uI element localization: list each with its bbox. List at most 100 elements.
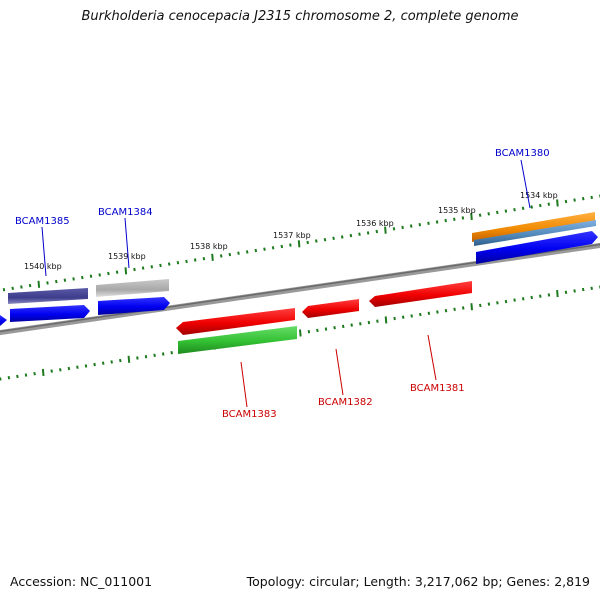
minor-tick bbox=[271, 246, 275, 250]
minor-tick bbox=[436, 310, 439, 314]
minor-tick bbox=[67, 366, 71, 371]
minor-tick bbox=[141, 266, 145, 270]
gene-bcam1381[interactable] bbox=[369, 281, 472, 307]
minor-tick bbox=[427, 221, 430, 225]
minor-tick bbox=[435, 220, 439, 224]
minor-tick bbox=[55, 279, 58, 284]
minor-tick bbox=[409, 224, 413, 228]
minor-tick bbox=[521, 297, 525, 301]
minor-tick bbox=[358, 232, 361, 236]
major-tick bbox=[127, 355, 131, 363]
minor-tick bbox=[24, 373, 28, 377]
minor-tick bbox=[150, 265, 154, 269]
label-bcam1383: BCAM1383 bbox=[222, 409, 277, 420]
gene-bcam1384[interactable] bbox=[96, 279, 169, 297]
minor-tick bbox=[245, 250, 249, 254]
gene-blue-right[interactable] bbox=[476, 231, 598, 264]
minor-tick bbox=[167, 262, 171, 266]
label-bcam1380: BCAM1380 bbox=[495, 148, 550, 159]
minor-tick bbox=[16, 374, 19, 379]
scale-label-1535: 1535 kbp bbox=[438, 206, 476, 215]
minor-tick bbox=[349, 233, 353, 238]
gene-bcam1385[interactable] bbox=[8, 288, 88, 304]
minor-tick bbox=[444, 218, 447, 223]
minor-tick bbox=[263, 247, 266, 251]
gene-blue-edge[interactable] bbox=[0, 315, 7, 327]
minor-tick bbox=[84, 364, 88, 368]
minor-tick bbox=[341, 324, 345, 329]
minor-tick bbox=[0, 377, 2, 381]
minor-tick bbox=[410, 314, 413, 318]
minor-tick bbox=[479, 303, 482, 308]
minor-tick bbox=[2, 288, 6, 292]
minor-tick bbox=[340, 235, 344, 239]
minor-tick bbox=[461, 216, 465, 220]
minor-tick bbox=[7, 376, 11, 380]
callout-bcam1382 bbox=[335, 348, 344, 396]
minor-tick bbox=[513, 298, 516, 302]
minor-tick bbox=[101, 361, 105, 365]
scale-label-1540: 1540 kbp bbox=[24, 262, 62, 271]
minor-tick bbox=[350, 323, 353, 327]
scale-label-1539: 1539 kbp bbox=[108, 252, 146, 261]
gene-bcam1380[interactable] bbox=[472, 212, 595, 242]
minor-tick bbox=[487, 212, 490, 216]
gene-bcam1383[interactable] bbox=[176, 308, 295, 335]
minor-tick bbox=[564, 290, 568, 294]
minor-tick bbox=[573, 289, 576, 293]
minor-tick bbox=[376, 319, 379, 323]
minor-tick bbox=[444, 309, 448, 313]
minor-tick bbox=[504, 209, 508, 213]
minor-tick bbox=[581, 197, 585, 201]
minor-tick bbox=[280, 244, 284, 249]
callout-bcam1385 bbox=[41, 226, 47, 277]
minor-tick bbox=[453, 307, 456, 311]
minor-tick bbox=[366, 231, 370, 235]
minor-tick bbox=[193, 258, 197, 262]
minor-tick bbox=[133, 267, 136, 272]
genome-summary-text: Topology: circular; Length: 3,217,062 bp… bbox=[246, 574, 590, 589]
major-tick bbox=[297, 240, 301, 248]
minor-tick bbox=[289, 243, 292, 247]
minor-tick bbox=[530, 295, 533, 300]
minor-tick bbox=[513, 208, 516, 212]
minor-tick bbox=[367, 320, 371, 325]
minor-tick bbox=[315, 239, 318, 243]
accession-text: Accession: NC_011001 bbox=[10, 574, 153, 589]
minor-tick bbox=[89, 274, 93, 278]
minor-tick bbox=[153, 353, 156, 357]
minor-tick bbox=[332, 236, 335, 240]
minor-tick bbox=[110, 360, 113, 364]
minor-tick bbox=[237, 251, 240, 255]
minor-tick bbox=[461, 306, 465, 310]
minor-tick bbox=[530, 205, 533, 209]
minor-tick bbox=[185, 259, 188, 264]
minor-tick bbox=[333, 326, 336, 330]
label-bcam1382: BCAM1382 bbox=[318, 397, 373, 408]
gene-blue-left[interactable] bbox=[10, 305, 90, 322]
minor-tick bbox=[504, 299, 508, 304]
minor-tick bbox=[539, 294, 542, 298]
label-bcam1385: BCAM1385 bbox=[15, 216, 70, 227]
major-tick bbox=[384, 226, 387, 234]
gene-bcam1382[interactable] bbox=[302, 299, 359, 318]
minor-tick bbox=[219, 254, 223, 258]
major-tick bbox=[556, 290, 559, 298]
minor-tick bbox=[401, 315, 405, 319]
minor-tick bbox=[50, 369, 53, 373]
minor-tick bbox=[93, 362, 96, 367]
major-tick bbox=[41, 368, 45, 376]
minor-tick bbox=[590, 286, 593, 290]
minor-tick bbox=[547, 293, 551, 297]
lower-scale-ticks bbox=[0, 285, 600, 381]
minor-tick bbox=[539, 203, 542, 208]
minor-tick bbox=[63, 278, 67, 282]
minor-tick bbox=[28, 283, 32, 288]
gene-blue-mid[interactable] bbox=[98, 297, 170, 315]
gene-steelblue[interactable] bbox=[474, 220, 596, 246]
major-tick bbox=[211, 253, 214, 261]
minor-tick bbox=[487, 302, 491, 306]
scale-label-1536: 1536 kbp bbox=[356, 219, 394, 228]
gene-green[interactable] bbox=[178, 326, 297, 354]
minor-tick bbox=[496, 301, 499, 305]
